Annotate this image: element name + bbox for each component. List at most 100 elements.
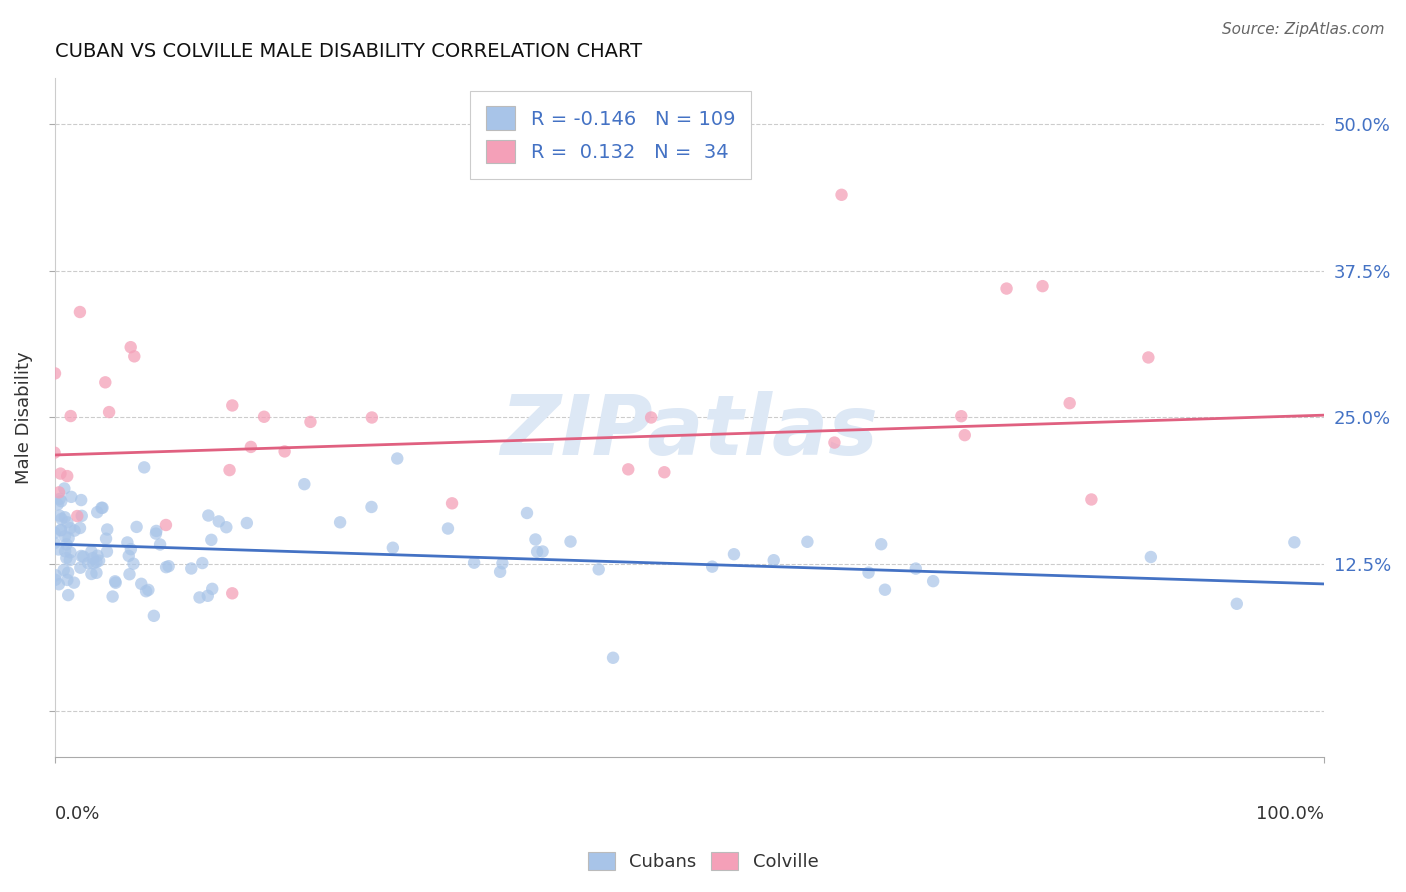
Point: [118, 567, 141, 582]
Point: [82, 556, 104, 570]
Point: [155, 518, 177, 533]
Point: [58, 588, 80, 602]
Point: [69, 521, 91, 535]
Point: [201, 582, 224, 596]
Point: [953, 428, 976, 442]
Point: [58, 531, 80, 545]
Point: [437, 522, 460, 536]
Point: [104, 575, 127, 590]
Point: [48, 508, 70, 523]
Point: [91, 500, 114, 515]
Point: [86, 549, 108, 563]
Point: [823, 435, 845, 450]
Point: [360, 500, 382, 514]
Point: [723, 547, 745, 561]
Point: [94, 376, 117, 390]
Point: [236, 516, 259, 530]
Point: [63, 524, 86, 538]
Point: [208, 515, 231, 529]
Point: [51, 523, 73, 537]
Point: [49, 467, 72, 481]
Point: [157, 559, 180, 574]
Point: [125, 520, 148, 534]
Point: [104, 574, 127, 589]
Point: [191, 556, 214, 570]
Legend: R = -0.146   N = 109, R =  0.132   N =  34: R = -0.146 N = 109, R = 0.132 N = 34: [471, 91, 751, 179]
Point: [1080, 492, 1102, 507]
Point: [55, 551, 77, 566]
Point: [360, 410, 382, 425]
Point: [155, 560, 177, 574]
Point: [1137, 351, 1160, 365]
Point: [44, 573, 66, 587]
Text: 100.0%: 100.0%: [1256, 805, 1324, 823]
Text: ZIPatlas: ZIPatlas: [501, 391, 879, 472]
Point: [858, 566, 880, 580]
Point: [56, 469, 79, 483]
Point: [145, 524, 167, 538]
Point: [197, 589, 219, 603]
Point: [292, 477, 315, 491]
Point: [53, 510, 76, 524]
Point: [59, 521, 82, 535]
Point: [46, 498, 69, 512]
Point: [218, 463, 240, 477]
Point: [299, 415, 322, 429]
Point: [531, 544, 554, 558]
Point: [48, 542, 70, 557]
Point: [239, 440, 262, 454]
Point: [273, 444, 295, 458]
Point: [101, 590, 124, 604]
Point: [72, 549, 94, 564]
Point: [702, 559, 724, 574]
Point: [873, 582, 896, 597]
Point: [51, 512, 73, 526]
Point: [120, 340, 142, 354]
Point: [188, 591, 211, 605]
Point: [70, 549, 93, 563]
Point: [904, 561, 927, 575]
Point: [950, 409, 973, 424]
Point: [463, 556, 485, 570]
Point: [86, 505, 108, 519]
Point: [1284, 535, 1306, 549]
Point: [48, 577, 70, 591]
Point: [52, 563, 75, 577]
Point: [221, 586, 243, 600]
Point: [82, 551, 104, 566]
Text: CUBAN VS COLVILLE MALE DISABILITY CORRELATION CHART: CUBAN VS COLVILLE MALE DISABILITY CORREL…: [55, 42, 641, 61]
Point: [1031, 279, 1053, 293]
Point: [90, 500, 112, 515]
Point: [1059, 396, 1081, 410]
Point: [96, 544, 118, 558]
Point: [45, 568, 67, 582]
Point: [53, 529, 76, 543]
Point: [48, 491, 70, 506]
Point: [831, 187, 853, 202]
Point: [55, 537, 77, 551]
Point: [56, 516, 79, 530]
Point: [526, 544, 548, 558]
Point: [149, 537, 172, 551]
Point: [59, 553, 82, 567]
Point: [602, 650, 624, 665]
Point: [96, 523, 118, 537]
Point: [117, 535, 139, 549]
Point: [118, 549, 141, 563]
Point: [134, 460, 156, 475]
Point: [640, 410, 662, 425]
Point: [44, 445, 66, 459]
Point: [329, 516, 352, 530]
Point: [142, 608, 165, 623]
Point: [129, 577, 152, 591]
Point: [48, 485, 70, 500]
Point: [1226, 597, 1249, 611]
Point: [66, 509, 89, 524]
Point: [180, 561, 202, 575]
Text: Source: ZipAtlas.com: Source: ZipAtlas.com: [1222, 22, 1385, 37]
Y-axis label: Male Disability: Male Disability: [15, 351, 32, 483]
Point: [87, 554, 110, 568]
Point: [77, 556, 100, 570]
Point: [381, 541, 404, 555]
Point: [197, 508, 219, 523]
